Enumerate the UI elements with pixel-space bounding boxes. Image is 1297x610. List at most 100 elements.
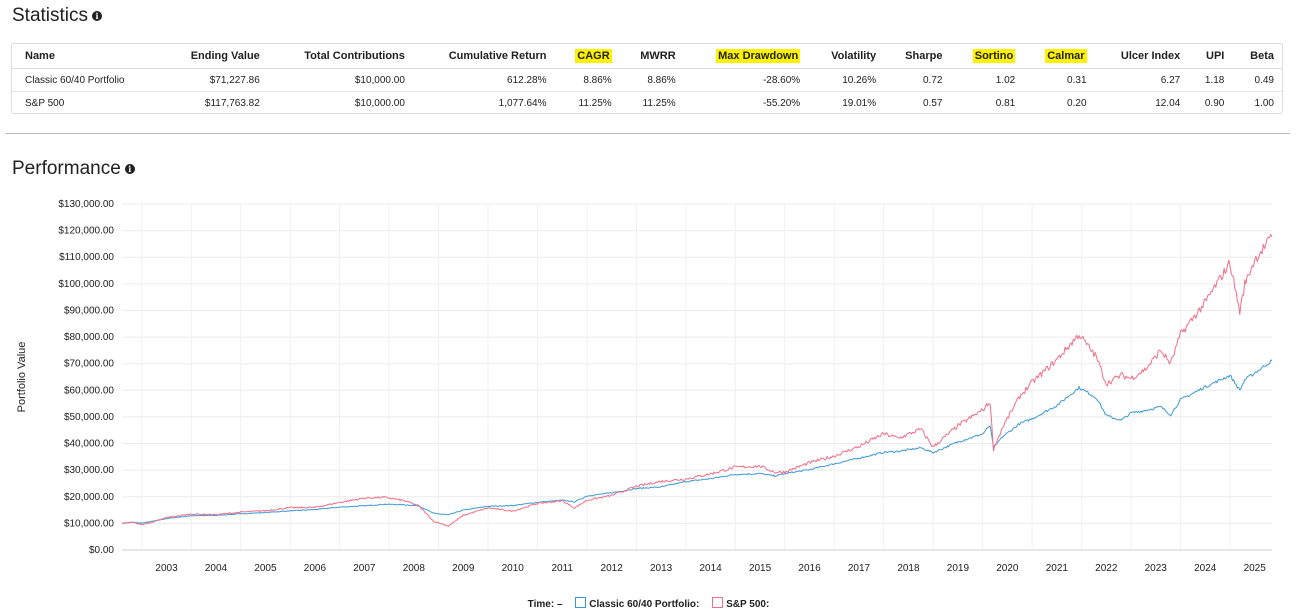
col-header-volatility[interactable]: Volatility xyxy=(808,44,885,69)
statistics-title-text: Statistics xyxy=(12,5,89,26)
x-tick-label: 2013 xyxy=(650,563,673,574)
statistics-header-row: Name Ending Value Total Contributions Cu… xyxy=(12,44,1282,69)
performance-chart[interactable]: $0.00 $10,000.00 $20,000.00 $30,000.00 $40,0… xyxy=(0,190,1297,595)
x-tick-label: 2003 xyxy=(155,563,178,574)
x-tick-label: 2005 xyxy=(254,563,277,574)
performance-title-text: Performance xyxy=(12,158,121,179)
x-tick-label: 2006 xyxy=(304,563,327,574)
y-tick-label: $70,000.00 xyxy=(64,359,114,370)
x-tick-label: 2024 xyxy=(1194,563,1217,574)
x-tick-label: 2018 xyxy=(897,563,920,574)
cell-upi: 0.90 xyxy=(1188,91,1233,114)
y-tick-label: $30,000.00 xyxy=(64,465,114,476)
table-row: Classic 60/40 Portfolio $71,227.86 $10,0… xyxy=(12,69,1282,92)
legend-time-value: – xyxy=(556,599,563,610)
legend-time-label: Time: xyxy=(527,599,555,610)
statistics-table-container: Name Ending Value Total Contributions Cu… xyxy=(11,43,1283,114)
y-tick-label: $10,000.00 xyxy=(64,518,114,529)
legend-series-sp500[interactable]: S&P 500: xyxy=(726,599,770,610)
cell-calmar: 0.20 xyxy=(1023,91,1095,114)
cell-beta: 1.00 xyxy=(1232,91,1282,114)
x-tick-label: 2010 xyxy=(502,563,525,574)
col-header-total-contributions[interactable]: Total Contributions xyxy=(267,44,413,69)
y-tick-label: $60,000.00 xyxy=(64,385,114,396)
y-tick-label: $80,000.00 xyxy=(64,332,114,343)
chart-legend: Time: – Classic 60/40 Portfolio: S&P 500… xyxy=(0,597,1297,610)
cell-total-contributions: $10,000.00 xyxy=(354,74,405,86)
cell-cagr: 8.86% xyxy=(583,74,612,86)
col-header-name[interactable]: Name xyxy=(12,44,162,69)
series-line-portfolio[interactable] xyxy=(121,359,1273,525)
section-divider xyxy=(5,133,1290,134)
x-tick-label: 2022 xyxy=(1095,563,1118,574)
cell-sortino: 0.81 xyxy=(950,91,1024,114)
cell-max-drawdown: -55.20% xyxy=(683,91,809,114)
y-tick-label: $130,000.00 xyxy=(58,199,114,210)
legend-swatch-portfolio xyxy=(575,597,587,608)
cell-upi: 1.18 xyxy=(1204,74,1225,86)
x-tick-label: 2009 xyxy=(452,563,475,574)
cell-ulcer-index: 12.04 xyxy=(1094,91,1189,114)
info-icon[interactable]: i xyxy=(124,164,135,174)
x-tick-label: 2012 xyxy=(601,563,624,574)
y-tick-label: $100,000.00 xyxy=(58,279,114,290)
info-icon[interactable]: i xyxy=(92,11,103,21)
y-tick-label: $90,000.00 xyxy=(64,305,114,316)
col-header-ending-value[interactable]: Ending Value xyxy=(161,44,268,69)
cell-name: Classic 60/40 Portfolio xyxy=(25,74,125,86)
x-tick-label: 2019 xyxy=(947,563,970,574)
performance-section-title: Performance i xyxy=(12,158,135,180)
col-header-cagr[interactable]: CAGR xyxy=(554,44,620,69)
x-tick-label: 2015 xyxy=(749,563,772,574)
cell-beta: 0.49 xyxy=(1254,74,1274,86)
cell-sharpe: 0.57 xyxy=(884,91,951,114)
x-tick-label: 2016 xyxy=(798,563,821,574)
col-header-max-drawdown[interactable]: Max Drawdown xyxy=(683,44,809,69)
col-header-calmar[interactable]: Calmar xyxy=(1023,44,1095,69)
col-header-ulcer-index[interactable]: Ulcer Index xyxy=(1094,44,1189,69)
x-tick-label: 2021 xyxy=(1046,563,1069,574)
col-header-sortino[interactable]: Sortino xyxy=(950,44,1024,69)
y-tick-label: $120,000.00 xyxy=(58,226,114,237)
x-tick-label: 2017 xyxy=(848,563,871,574)
x-tick-label: 2008 xyxy=(403,563,426,574)
x-tick-label: 2023 xyxy=(1145,563,1168,574)
cell-mwrr: 11.25% xyxy=(619,91,684,114)
x-tick-label: 2007 xyxy=(353,563,376,574)
cell-mwrr: 8.86% xyxy=(647,74,676,86)
col-header-sharpe[interactable]: Sharpe xyxy=(884,44,951,69)
x-tick-label: 2011 xyxy=(551,563,573,574)
x-tick-label: 2020 xyxy=(996,563,1019,574)
y-tick-label: $110,000.00 xyxy=(59,252,114,263)
cell-max-drawdown: -28.60% xyxy=(762,74,801,86)
legend-series-portfolio[interactable]: Classic 60/40 Portfolio: xyxy=(589,599,700,610)
cell-ending-value: $71,227.86 xyxy=(209,74,260,86)
cell-calmar: 0.31 xyxy=(1067,74,1087,86)
y-tick-label: $20,000.00 xyxy=(64,492,114,503)
y-tick-label: $50,000.00 xyxy=(64,412,114,423)
x-tick-label: 2004 xyxy=(205,563,228,574)
cell-sortino: 1.02 xyxy=(995,74,1016,86)
cell-cagr: 11.25% xyxy=(554,91,620,114)
cell-ulcer-index: 6.27 xyxy=(1160,74,1181,86)
y-tick-label: $0.00 xyxy=(89,545,114,556)
cell-name: S&P 500 xyxy=(12,91,162,114)
series-line-sp500[interactable] xyxy=(121,234,1273,527)
col-header-mwrr[interactable]: MWRR xyxy=(619,44,684,69)
cell-sharpe: 0.72 xyxy=(922,74,943,86)
cell-volatility: 19.01% xyxy=(808,91,885,114)
cell-cumulative-return: 1,077.64% xyxy=(412,91,555,114)
x-tick-label: 2025 xyxy=(1244,563,1267,574)
statistics-section-title: Statistics i xyxy=(12,5,103,27)
cell-ending-value: $117,763.82 xyxy=(161,91,268,114)
table-row: S&P 500 $117,763.82 $10,000.00 1,077.64%… xyxy=(12,91,1282,114)
y-axis-label: Portfolio Value xyxy=(16,342,28,413)
x-tick-label: 2014 xyxy=(699,563,722,574)
cell-cumulative-return: 612.28% xyxy=(507,74,547,86)
statistics-table: Name Ending Value Total Contributions Cu… xyxy=(12,44,1282,114)
col-header-upi[interactable]: UPI xyxy=(1188,44,1233,69)
legend-swatch-sp500 xyxy=(712,597,724,608)
col-header-beta[interactable]: Beta xyxy=(1232,44,1282,69)
col-header-cumulative-return[interactable]: Cumulative Return xyxy=(412,44,555,69)
y-tick-label: $40,000.00 xyxy=(64,439,114,450)
